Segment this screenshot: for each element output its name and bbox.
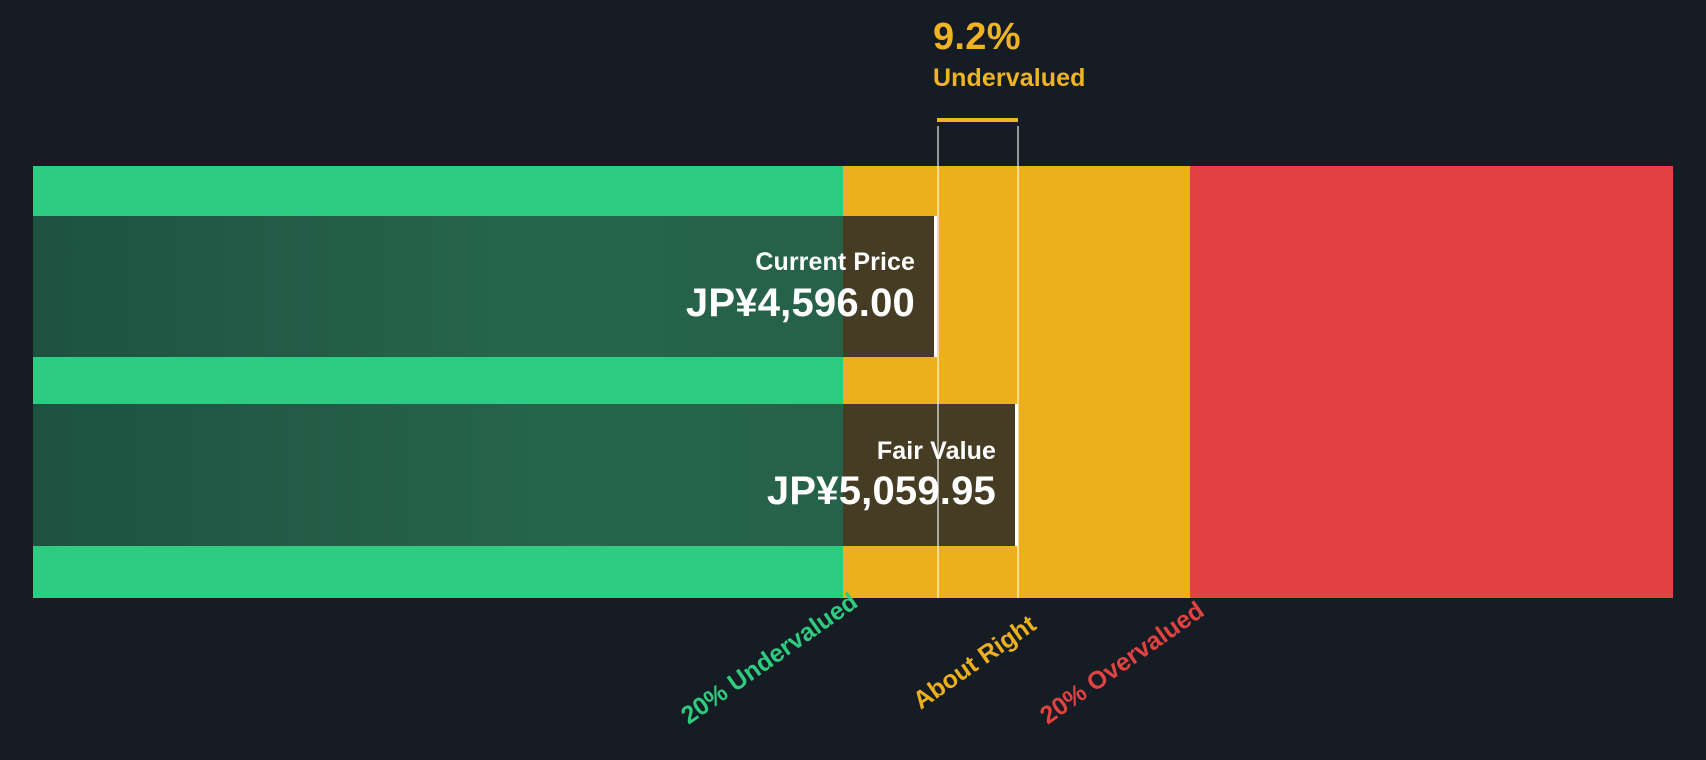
discount-bracket [937, 118, 1018, 122]
current-price-marker-line [937, 126, 939, 598]
discount-callout: 9.2% Undervalued [933, 18, 1086, 93]
current-price-title: Current Price [755, 248, 915, 277]
fair-value-value: JP¥5,059.95 [766, 469, 996, 514]
discount-percent: 9.2% [933, 16, 1021, 58]
current-price-text-group: Current Price JP¥4,596.00 [686, 216, 915, 357]
fair-value-label-plate [843, 404, 1018, 546]
axis-label-undervalued: 20% Undervalued [676, 587, 863, 730]
current-price-value: JP¥4,596.00 [685, 280, 915, 325]
axis-label-about-right: About Right [908, 609, 1042, 715]
fair-value-bar[interactable]: Fair Value JP¥5,059.95 [33, 404, 1018, 546]
current-price-label-plate [843, 216, 937, 357]
fair-value-text-group: Fair Value JP¥5,059.95 [767, 404, 996, 546]
fair-value-marker-line [1017, 126, 1019, 598]
discount-status: Undervalued [933, 64, 1086, 92]
current-price-bar[interactable]: Current Price JP¥4,596.00 [33, 216, 937, 357]
row-segment-overvalued [1190, 216, 1673, 357]
row-segment-overvalued [1190, 404, 1673, 546]
axis-label-overvalued: 20% Overvalued [1035, 596, 1210, 730]
fair-value-title: Fair Value [876, 436, 996, 465]
